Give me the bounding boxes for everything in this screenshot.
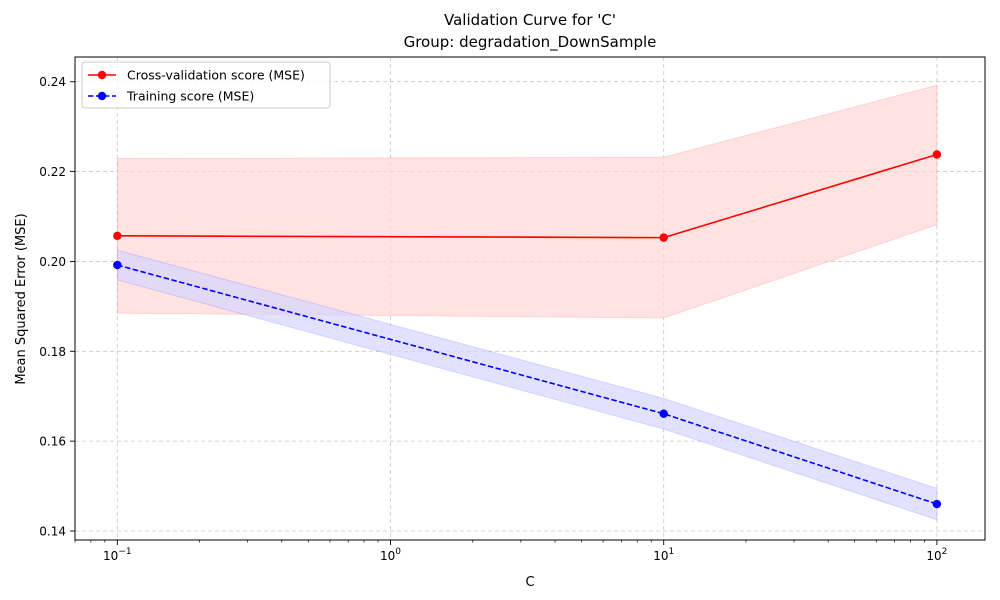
band-training [116, 249, 938, 521]
series-markers [113, 150, 942, 509]
x-tick-label: 102 [926, 547, 947, 563]
y-tick-label: 0.24 [39, 75, 66, 89]
point-training [932, 499, 942, 509]
confidence-bands [116, 84, 938, 521]
point-training [113, 260, 122, 270]
legend-box [81, 61, 331, 109]
tick-labels: 10−1 100 101 102 0.14 0.16 0.18 0.20 0.22 0.24 [39, 75, 947, 563]
y-axis-label: Mean Squared Error (MSE) [14, 213, 29, 384]
x-tick-label: 100 [380, 547, 401, 563]
line-training [117, 264, 938, 505]
chart-title: Validation Curve for 'C' [444, 11, 616, 29]
point-training [659, 409, 668, 418]
x-tick-label: 10−1 [103, 547, 132, 563]
x-axis-label: C [525, 575, 534, 590]
band-cv [116, 84, 938, 319]
point-cv [113, 231, 122, 241]
legend-label-cv: Cross-validation score (MSE) [127, 68, 305, 83]
y-tick-label: 0.20 [39, 255, 66, 269]
plot-frame [74, 56, 986, 541]
axis-ticks [70, 81, 938, 545]
point-cv [932, 150, 942, 159]
legend-label-training: Training score (MSE) [126, 89, 254, 104]
legend-marker-training [97, 91, 107, 101]
legend: Cross-validation score (MSE) Training sc… [81, 61, 331, 109]
y-tick-label: 0.22 [39, 165, 66, 179]
chart-subtitle: Group: degradation_DownSample [404, 33, 657, 52]
point-cv [659, 233, 668, 242]
legend-marker-cv [97, 70, 107, 80]
x-tick-label: 101 [653, 547, 674, 563]
y-tick-label: 0.16 [39, 435, 66, 449]
y-tick-label: 0.14 [39, 525, 66, 539]
y-tick-label: 0.18 [39, 345, 66, 359]
